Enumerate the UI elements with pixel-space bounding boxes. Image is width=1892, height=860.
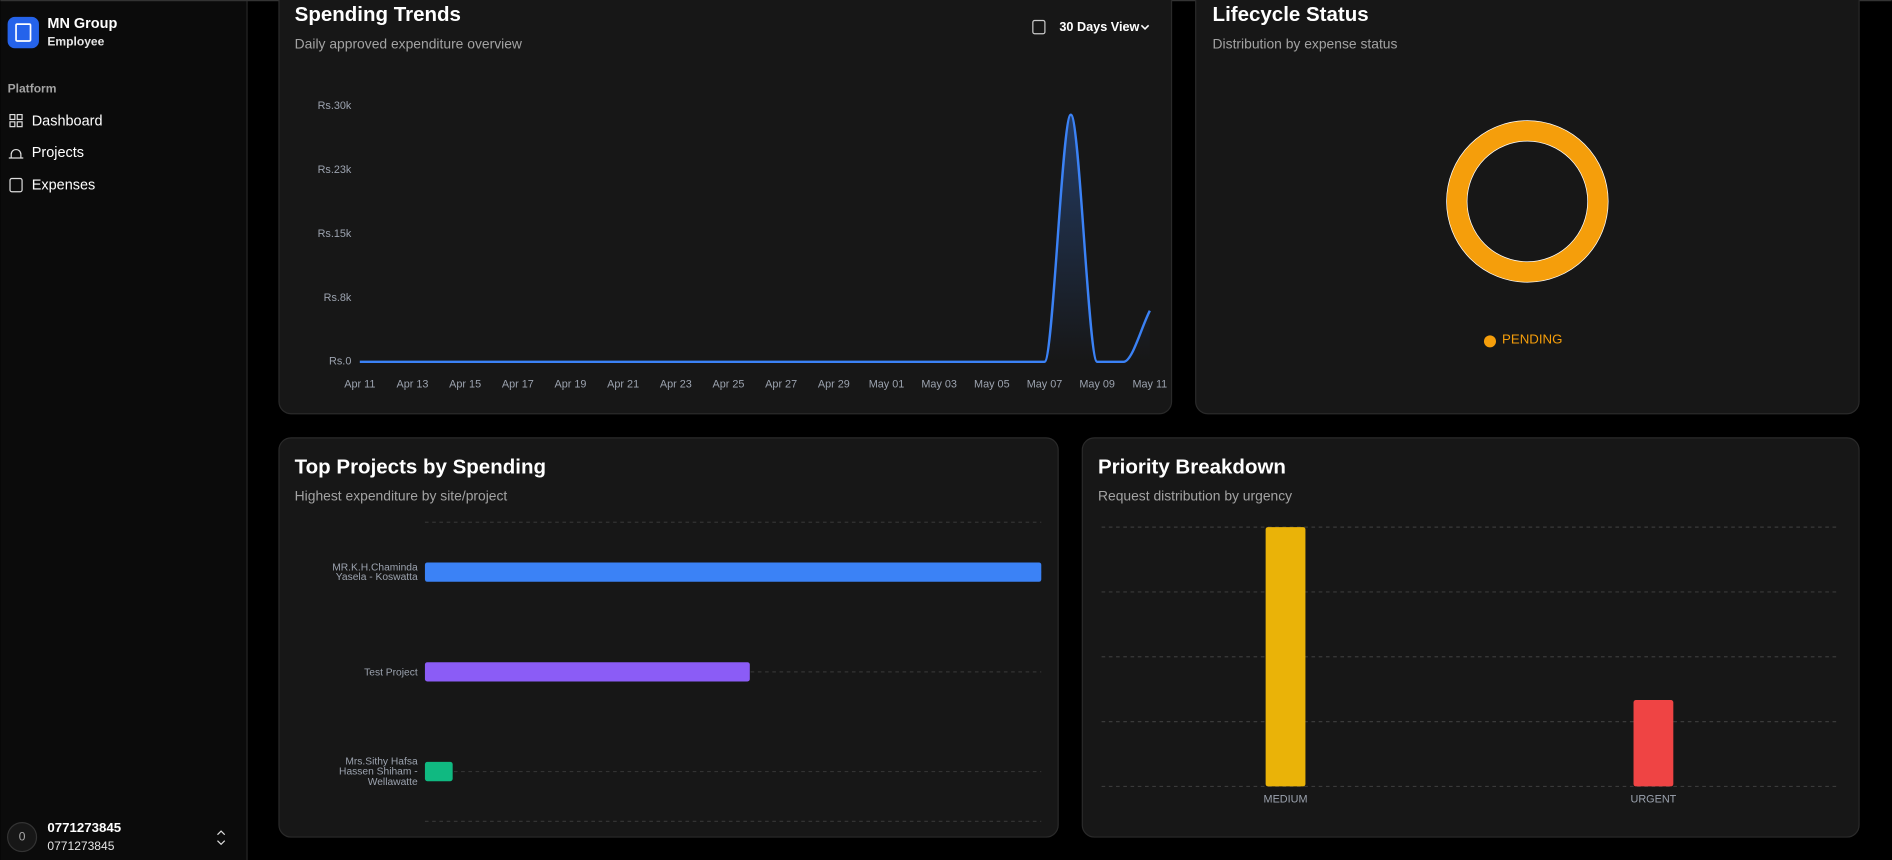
- nav-icon: [9, 121, 16, 128]
- user-menu[interactable]: 0 0771273845 0771273845: [6, 820, 226, 853]
- nav-section: Platform: [8, 81, 57, 95]
- card-subtitle: Distribution by expense status: [1213, 35, 1398, 51]
- y-tick-label: Test Project: [364, 665, 418, 678]
- y-tick-label: Rs.0: [329, 356, 351, 368]
- card-title: Lifecycle Status: [1213, 3, 1369, 26]
- sidebar: [0, 0, 247, 860]
- legend-label: PENDING: [1502, 332, 1562, 347]
- nav-icon: [16, 121, 23, 128]
- y-tick-label: MR.K.H.Chaminda Yasela - Koswatta: [332, 560, 418, 583]
- avatar: [6, 822, 38, 853]
- card-title: Priority Breakdown: [1098, 455, 1286, 478]
- nav-label[interactable]: Projects: [32, 145, 84, 161]
- range-selector[interactable]: 30 Days View: [1032, 19, 1150, 35]
- chevron: [217, 830, 226, 846]
- x-tick-label: Apr 15: [449, 379, 481, 391]
- y-tick-label: Rs.23k: [318, 164, 352, 176]
- y-tick-label: Mrs.Sithy Hafsa Hassen Shiham - Wellawat…: [339, 754, 418, 788]
- bar: [1265, 527, 1306, 787]
- y-tick-label: Rs.8k: [324, 292, 352, 304]
- x-tick-label: URGENT: [1631, 794, 1677, 806]
- range-label[interactable]: 30 Days View: [1059, 20, 1139, 34]
- card-subtitle: Request distribution by urgency: [1098, 488, 1292, 504]
- x-tick-label: May 09: [1079, 379, 1115, 391]
- calendar-icon: [1032, 19, 1046, 35]
- card-title: Top Projects by Spending: [295, 455, 546, 478]
- y-tick-label: Rs.15k: [318, 228, 352, 240]
- y-label-box: Mrs.Sithy Hafsa Hassen Shiham - Wellawat…: [339, 754, 418, 788]
- donut-segment: [1446, 120, 1609, 283]
- x-tick-label: Apr 13: [396, 379, 428, 391]
- x-tick-label: Apr 19: [555, 379, 587, 391]
- card: [278, 437, 1059, 838]
- legend-dot: [1483, 335, 1497, 348]
- nav-icon: [9, 113, 16, 121]
- card: [278, 0, 1173, 415]
- user-email: 0771273845: [47, 839, 114, 853]
- nav-dashboard[interactable]: Dashboard: [9, 113, 103, 130]
- x-tick-label: Apr 29: [818, 379, 850, 391]
- brand-logo[interactable]: [7, 16, 39, 49]
- y-label-box: MR.K.H.Chaminda Yasela - Koswatta: [332, 560, 418, 583]
- bar: [424, 562, 1042, 582]
- avatar-text: 0: [19, 829, 26, 843]
- x-tick-label: May 03: [921, 379, 957, 391]
- bar: [1633, 699, 1674, 787]
- x-tick-label: Apr 11: [344, 379, 375, 391]
- y-label-box: Test Project: [364, 665, 418, 678]
- brand-role: Employee: [47, 34, 104, 48]
- x-tick-label: Apr 27: [765, 379, 797, 391]
- bar: [424, 761, 453, 782]
- bar: [424, 662, 750, 682]
- card-title: Spending Trends: [295, 3, 461, 26]
- x-tick-label: Apr 17: [502, 379, 534, 391]
- chevron: [1140, 24, 1150, 31]
- area: [359, 114, 1150, 362]
- x-tick-label: Apr 23: [660, 379, 692, 391]
- user-name: 0771273845: [47, 820, 121, 835]
- y-tick-label: Rs.30k: [318, 100, 352, 112]
- brand-icon: [15, 23, 32, 42]
- nav-label[interactable]: Expenses: [32, 178, 96, 194]
- x-tick-label: MEDIUM: [1264, 794, 1308, 806]
- nav-icon: [16, 113, 23, 121]
- x-tick-label: Apr 25: [713, 379, 745, 391]
- nav-icon: [9, 177, 23, 193]
- nav-expenses[interactable]: Expenses: [9, 177, 96, 194]
- nav-label[interactable]: Dashboard: [32, 114, 103, 130]
- x-tick-label: Apr 21: [607, 379, 639, 391]
- x-tick-label: May 07: [1027, 379, 1063, 391]
- x-tick-label: May 05: [974, 379, 1010, 391]
- x-tick-label: May 01: [869, 379, 905, 391]
- brand-name: MN Group: [47, 16, 117, 32]
- card: [1195, 0, 1860, 415]
- line: [359, 113, 1151, 364]
- nav-icon: [8, 149, 24, 159]
- card-subtitle: Daily approved expenditure overview: [295, 35, 523, 51]
- card-subtitle: Highest expenditure by site/project: [295, 488, 508, 504]
- nav-projects[interactable]: Projects: [8, 145, 84, 161]
- x-tick-label: May 11: [1132, 379, 1167, 391]
